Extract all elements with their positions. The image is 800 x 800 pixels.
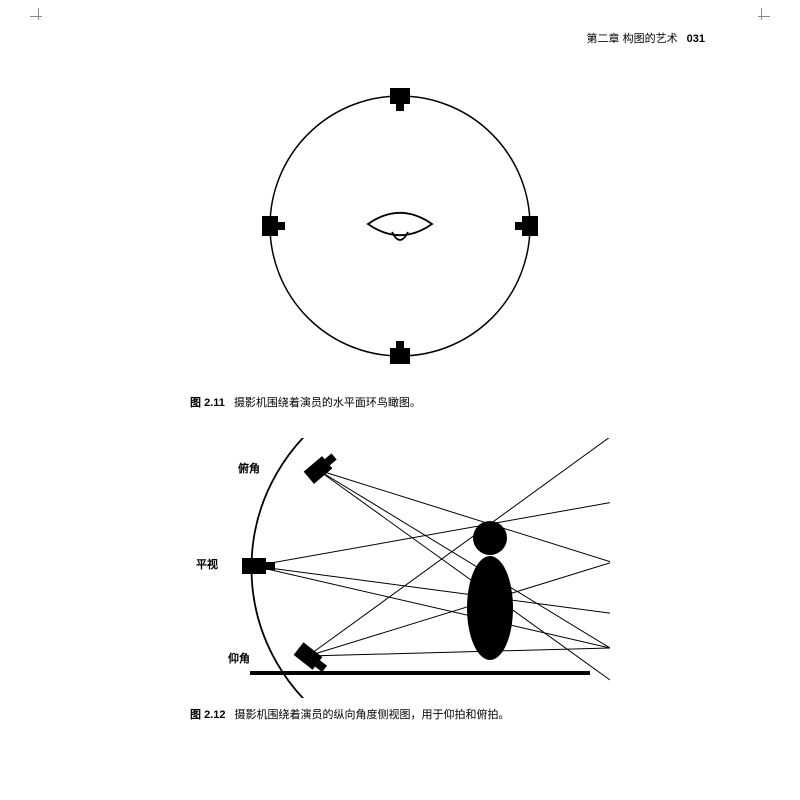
chapter-title: 第二章 构图的艺术 (587, 33, 678, 45)
spacer (75, 410, 725, 438)
figure-2-12-caption: 图 2.12 摄影机围绕着演员的纵向角度侧视图，用于仰拍和俯拍。 (190, 706, 650, 722)
ray-line (318, 470, 610, 562)
figure-2-12: 俯角平视仰角 图 2.12 摄影机围绕着演员的纵向角度侧视图，用于仰拍和俯拍。 (150, 438, 650, 722)
ray-line (254, 566, 610, 648)
figure-2-12-svg: 俯角平视仰角 (190, 438, 610, 698)
ray-line (254, 566, 610, 613)
page-number: 031 (687, 33, 705, 45)
camera-top-icon (390, 88, 410, 111)
figure-2-11-text: 摄影机围绕着演员的水平面环鸟瞰图。 (234, 397, 421, 409)
camera-high-icon (304, 450, 340, 483)
crop-mark-tr (752, 8, 770, 26)
crop-mark-tl (30, 8, 48, 26)
figure-2-11-caption: 图 2.11 摄影机围绕着演员的水平面环鸟瞰图。 (190, 394, 650, 410)
ray-line (308, 563, 610, 656)
figure-2-12-prefix: 图 2.12 (190, 709, 229, 721)
person-icon (467, 521, 513, 660)
ray-line (318, 470, 610, 648)
figure-2-11-prefix: 图 2.11 (190, 397, 228, 409)
page-header: 第二章 构图的艺术 031 (75, 30, 725, 46)
ray-line (318, 470, 610, 680)
camera-eye-icon (242, 558, 275, 574)
ray-line (308, 648, 610, 656)
figure-2-11-svg (220, 66, 580, 386)
page: 第二章 构图的艺术 031 图 2.11 摄影机围绕着演员的水平面环鸟瞰图。 俯… (75, 30, 725, 770)
ray-line (254, 503, 610, 566)
figure-2-11: 图 2.11 摄影机围绕着演员的水平面环鸟瞰图。 (150, 66, 650, 410)
camera-eye-label: 平视 (196, 557, 218, 571)
eye-icon (368, 213, 432, 240)
camera-high-label: 俯角 (238, 461, 260, 475)
camera-left-icon (262, 216, 285, 236)
camera-bottom-icon (390, 341, 410, 364)
camera-low-icon (294, 642, 330, 675)
horizontal-circle (270, 96, 530, 356)
figure-2-12-text: 摄影机围绕着演员的纵向角度侧视图，用于仰拍和俯拍。 (235, 709, 510, 721)
camera-low-label: 仰角 (228, 651, 250, 665)
camera-right-icon (515, 216, 538, 236)
